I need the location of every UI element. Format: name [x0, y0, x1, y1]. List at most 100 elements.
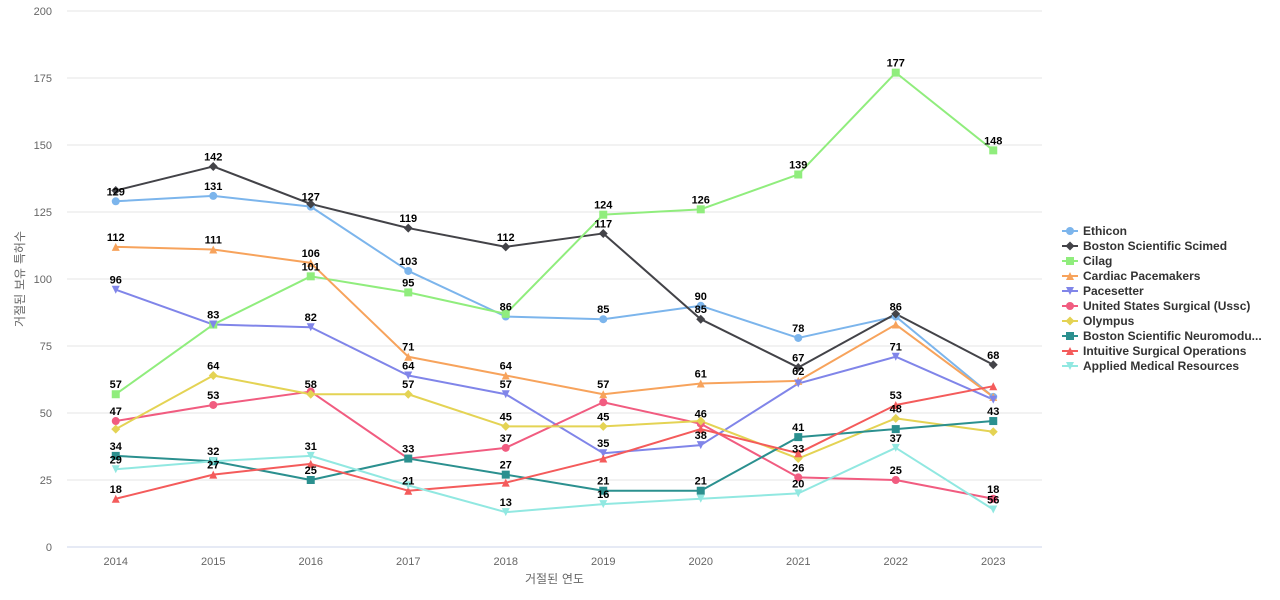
- data-label: 117: [594, 218, 612, 230]
- data-point: [599, 398, 608, 407]
- legend-item[interactable]: United States Surgical (Ussc): [1062, 299, 1250, 313]
- data-label: 53: [890, 390, 902, 402]
- legend-marker: [1066, 272, 1074, 280]
- data-point: [404, 266, 413, 275]
- data-label: 64: [402, 360, 415, 372]
- series-line: [115, 71, 994, 396]
- data-point: [306, 199, 316, 209]
- data-point: [404, 486, 413, 495]
- data-label: 38: [695, 430, 707, 442]
- data-label: 78: [792, 323, 804, 335]
- data-label: 58: [305, 379, 317, 391]
- legend-item[interactable]: Cardiac Pacemakers: [1062, 269, 1201, 283]
- data-label: 90: [695, 291, 707, 303]
- data-label: 27: [207, 460, 219, 472]
- y-axis-title: 거절된 보유 특허수: [13, 231, 27, 327]
- data-point: [306, 451, 315, 460]
- data-label: 71: [890, 342, 902, 354]
- data-point: [989, 417, 998, 426]
- data-label: 47: [110, 406, 122, 418]
- data-label: 16: [597, 489, 609, 501]
- data-point: [111, 242, 120, 251]
- legend-item[interactable]: Pacesetter: [1062, 284, 1144, 298]
- data-point: [404, 288, 413, 297]
- legend-marker: [1065, 241, 1075, 251]
- data-point: [891, 443, 900, 452]
- series-lines: [115, 71, 994, 514]
- y-tick-label: 125: [34, 207, 52, 219]
- legend-item[interactable]: Ethicon: [1062, 224, 1127, 238]
- data-point: [599, 210, 608, 219]
- legend-marker: [1065, 316, 1075, 326]
- data-label: 67: [792, 352, 804, 364]
- data-point: [599, 486, 608, 495]
- data-label: 45: [597, 411, 609, 423]
- data-label: 64: [500, 360, 513, 372]
- data-point: [989, 505, 998, 514]
- data-point: [111, 417, 120, 426]
- data-label: 33: [402, 444, 414, 456]
- legend-item[interactable]: Cilag: [1062, 254, 1112, 268]
- data-point: [501, 309, 510, 318]
- series-line: [115, 446, 994, 514]
- data-label: 124: [594, 200, 613, 212]
- data-point: [794, 433, 803, 442]
- data-point: [794, 379, 803, 388]
- y-tick-label: 0: [46, 542, 52, 554]
- legend-label: United States Surgical (Ussc): [1083, 299, 1250, 313]
- data-point: [891, 476, 900, 484]
- data-label: 106: [302, 248, 320, 260]
- data-label: 83: [207, 310, 219, 322]
- data-label: 129: [107, 186, 125, 198]
- data-label: 82: [305, 312, 317, 324]
- legend-label: Pacesetter: [1083, 284, 1144, 298]
- data-point: [501, 371, 510, 380]
- data-point: [306, 272, 315, 281]
- data-label: 21: [695, 476, 707, 488]
- data-label: 21: [402, 476, 414, 488]
- x-tick-label: 2019: [591, 556, 615, 568]
- legend-marker: [1066, 227, 1074, 235]
- data-label: 139: [789, 159, 807, 171]
- data-label: 62: [792, 366, 804, 378]
- data-label: 101: [302, 261, 320, 273]
- legend-item[interactable]: Boston Scientific Neuromodu...: [1062, 329, 1262, 343]
- y-tick-label: 200: [34, 6, 52, 18]
- data-point: [598, 228, 608, 238]
- data-point: [696, 486, 705, 495]
- data-point: [111, 390, 120, 399]
- data-point: [891, 352, 900, 361]
- legend-item[interactable]: Olympus: [1062, 314, 1135, 328]
- legend-label: Boston Scientific Neuromodu...: [1083, 329, 1262, 343]
- data-point: [501, 242, 511, 252]
- data-label: 71: [402, 342, 414, 354]
- data-label: 177: [887, 58, 905, 70]
- data-label: 57: [110, 379, 122, 391]
- legend-item[interactable]: Applied Medical Resources: [1062, 359, 1239, 373]
- x-tick-label: 2017: [396, 556, 420, 568]
- series-line: [115, 420, 994, 492]
- data-point: [599, 500, 608, 509]
- data-label: 61: [695, 369, 707, 381]
- data-point: [306, 476, 315, 484]
- data-point: [306, 258, 315, 267]
- data-label: 86: [500, 302, 512, 314]
- data-point: [501, 443, 510, 452]
- data-point: [891, 68, 900, 77]
- data-label: 18: [110, 484, 122, 496]
- series-line: [115, 374, 994, 460]
- data-point: [501, 508, 510, 517]
- data-label: 33: [792, 444, 804, 456]
- data-point: [209, 400, 218, 409]
- legend-item[interactable]: Intuitive Surgical Operations: [1062, 344, 1247, 358]
- data-point: [111, 465, 120, 474]
- data-label: 95: [402, 277, 414, 289]
- y-tick-label: 175: [34, 73, 52, 85]
- data-label: 25: [890, 465, 902, 477]
- data-label: 20: [792, 478, 804, 490]
- legend-item[interactable]: Boston Scientific Scimed: [1062, 239, 1227, 253]
- data-label: 85: [597, 304, 609, 316]
- x-tick-label: 2020: [689, 556, 713, 568]
